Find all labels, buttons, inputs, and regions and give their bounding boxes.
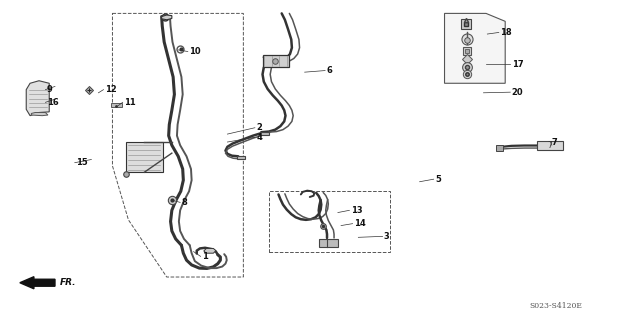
Bar: [111, 103, 122, 107]
Text: 11: 11: [124, 98, 136, 107]
Text: FR.: FR.: [60, 278, 76, 287]
Bar: [495, 145, 503, 151]
Polygon shape: [445, 13, 505, 83]
Bar: [319, 239, 338, 247]
Text: 12: 12: [105, 85, 116, 94]
Text: 5: 5: [435, 175, 441, 184]
FancyArrow shape: [20, 277, 55, 289]
Bar: [262, 55, 289, 67]
Text: 13: 13: [351, 206, 362, 215]
Text: 18: 18: [500, 28, 512, 37]
Polygon shape: [26, 81, 49, 116]
Text: 1: 1: [202, 252, 208, 261]
Text: 14: 14: [354, 219, 365, 228]
Text: 3: 3: [384, 232, 390, 241]
Text: 10: 10: [189, 47, 201, 56]
Polygon shape: [204, 249, 216, 253]
Text: 6: 6: [326, 66, 332, 75]
Bar: [126, 142, 163, 172]
Text: 7: 7: [552, 137, 557, 146]
Polygon shape: [237, 156, 244, 159]
Text: 16: 16: [47, 98, 58, 107]
Text: 20: 20: [511, 88, 524, 97]
Bar: [269, 191, 390, 252]
Text: 15: 15: [76, 158, 88, 167]
Text: S023-S4120E: S023-S4120E: [530, 301, 583, 310]
Polygon shape: [260, 131, 269, 135]
Text: 7: 7: [547, 141, 552, 150]
Bar: [537, 141, 563, 150]
Text: 2: 2: [256, 123, 262, 132]
Polygon shape: [162, 15, 172, 20]
Text: 17: 17: [511, 60, 524, 69]
Polygon shape: [31, 113, 48, 116]
Text: 9: 9: [47, 85, 52, 94]
Text: 4: 4: [256, 133, 262, 142]
Text: 8: 8: [181, 198, 187, 207]
